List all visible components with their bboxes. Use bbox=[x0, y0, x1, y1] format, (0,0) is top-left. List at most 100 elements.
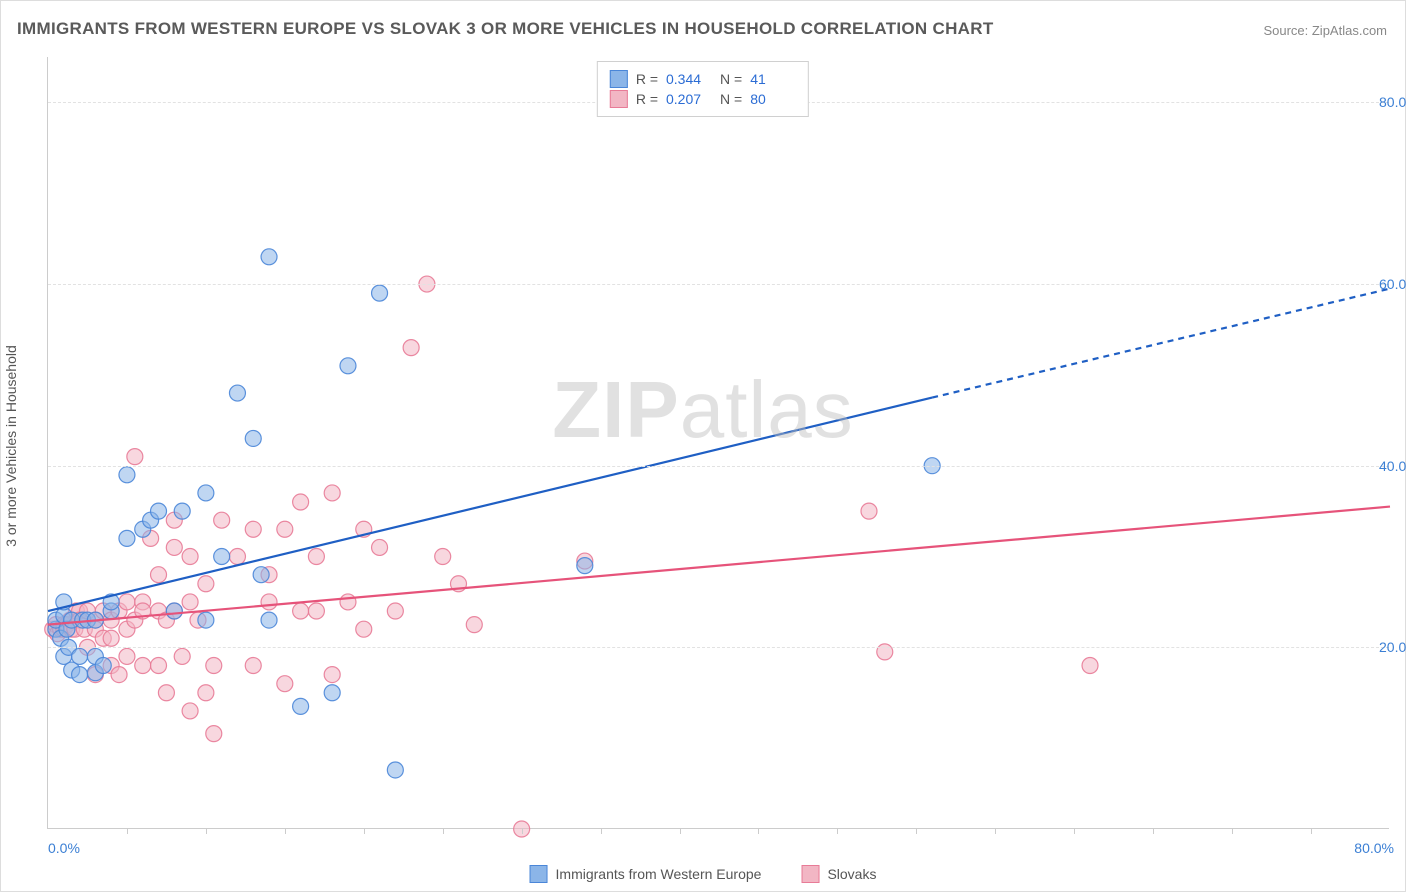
data-point bbox=[72, 648, 88, 664]
legend-row-blue: R = 0.344 N = 41 bbox=[610, 70, 796, 88]
r-value-pink: 0.207 bbox=[666, 91, 712, 107]
data-point bbox=[182, 549, 198, 565]
y-axis-label: 3 or more Vehicles in Household bbox=[3, 345, 19, 547]
data-point bbox=[1082, 658, 1098, 674]
data-point bbox=[229, 385, 245, 401]
x-tick-min: 0.0% bbox=[48, 840, 80, 856]
data-point bbox=[245, 521, 261, 537]
x-tick-mark bbox=[601, 828, 602, 834]
data-point bbox=[372, 285, 388, 301]
data-point bbox=[245, 430, 261, 446]
data-point bbox=[293, 494, 309, 510]
source-label: Source: ZipAtlas.com bbox=[1263, 23, 1387, 38]
y-tick-label: 40.0% bbox=[1379, 458, 1406, 474]
x-tick-mark bbox=[995, 828, 996, 834]
data-point bbox=[387, 762, 403, 778]
data-point bbox=[198, 685, 214, 701]
data-point bbox=[103, 630, 119, 646]
swatch-blue-icon bbox=[530, 865, 548, 883]
swatch-pink-icon bbox=[610, 90, 628, 108]
r-label: R = bbox=[636, 71, 658, 87]
data-point bbox=[435, 549, 451, 565]
data-point bbox=[198, 485, 214, 501]
data-point bbox=[158, 685, 174, 701]
data-point bbox=[198, 612, 214, 628]
data-point bbox=[119, 467, 135, 483]
data-point bbox=[182, 703, 198, 719]
correlation-legend: R = 0.344 N = 41 R = 0.207 N = 80 bbox=[597, 61, 809, 117]
data-point bbox=[166, 603, 182, 619]
n-label: N = bbox=[720, 71, 742, 87]
r-value-blue: 0.344 bbox=[666, 71, 712, 87]
data-point bbox=[324, 667, 340, 683]
n-value-pink: 80 bbox=[750, 91, 796, 107]
data-point bbox=[277, 676, 293, 692]
data-point bbox=[214, 549, 230, 565]
data-point bbox=[261, 594, 277, 610]
data-point bbox=[151, 503, 167, 519]
x-tick-mark bbox=[916, 828, 917, 834]
data-point bbox=[119, 530, 135, 546]
data-point bbox=[174, 648, 190, 664]
data-point bbox=[261, 249, 277, 265]
x-tick-mark bbox=[206, 828, 207, 834]
swatch-blue-icon bbox=[610, 70, 628, 88]
scatter-svg bbox=[48, 57, 1389, 828]
data-point bbox=[206, 726, 222, 742]
x-tick-mark bbox=[443, 828, 444, 834]
data-point bbox=[198, 576, 214, 592]
trend-line bbox=[932, 289, 1390, 398]
chart-container: IMMIGRANTS FROM WESTERN EUROPE VS SLOVAK… bbox=[0, 0, 1406, 892]
x-tick-mark bbox=[1153, 828, 1154, 834]
n-value-blue: 41 bbox=[750, 71, 796, 87]
n-label: N = bbox=[720, 91, 742, 107]
legend-label-blue: Immigrants from Western Europe bbox=[556, 866, 762, 882]
data-point bbox=[253, 567, 269, 583]
data-point bbox=[340, 358, 356, 374]
data-point bbox=[308, 549, 324, 565]
data-point bbox=[72, 667, 88, 683]
x-tick-mark bbox=[1311, 828, 1312, 834]
data-point bbox=[340, 594, 356, 610]
data-point bbox=[293, 698, 309, 714]
y-tick-label: 20.0% bbox=[1379, 639, 1406, 655]
data-point bbox=[372, 539, 388, 555]
data-point bbox=[861, 503, 877, 519]
series-legend: Immigrants from Western Europe Slovaks bbox=[530, 865, 877, 883]
legend-item-pink: Slovaks bbox=[801, 865, 876, 883]
swatch-pink-icon bbox=[801, 865, 819, 883]
data-point bbox=[403, 340, 419, 356]
plot-area: 0.0% 80.0% 20.0%40.0%60.0%80.0% bbox=[47, 57, 1389, 829]
data-point bbox=[387, 603, 403, 619]
data-point bbox=[293, 603, 309, 619]
data-point bbox=[877, 644, 893, 660]
data-point bbox=[166, 539, 182, 555]
legend-row-pink: R = 0.207 N = 80 bbox=[610, 90, 796, 108]
data-point bbox=[214, 512, 230, 528]
data-point bbox=[308, 603, 324, 619]
data-point bbox=[111, 667, 127, 683]
x-tick-mark bbox=[522, 828, 523, 834]
data-point bbox=[127, 449, 143, 465]
x-tick-mark bbox=[127, 828, 128, 834]
data-point bbox=[466, 617, 482, 633]
data-point bbox=[277, 521, 293, 537]
gridline bbox=[48, 647, 1389, 648]
gridline bbox=[48, 284, 1389, 285]
x-tick-mark bbox=[364, 828, 365, 834]
y-tick-label: 80.0% bbox=[1379, 94, 1406, 110]
legend-label-pink: Slovaks bbox=[827, 866, 876, 882]
data-point bbox=[174, 503, 190, 519]
data-point bbox=[324, 485, 340, 501]
data-point bbox=[135, 658, 151, 674]
legend-item-blue: Immigrants from Western Europe bbox=[530, 865, 762, 883]
data-point bbox=[577, 558, 593, 574]
data-point bbox=[206, 658, 222, 674]
data-point bbox=[245, 658, 261, 674]
x-tick-mark bbox=[285, 828, 286, 834]
data-point bbox=[151, 658, 167, 674]
y-tick-label: 60.0% bbox=[1379, 276, 1406, 292]
data-point bbox=[182, 594, 198, 610]
x-tick-mark bbox=[1074, 828, 1075, 834]
x-tick-mark bbox=[758, 828, 759, 834]
